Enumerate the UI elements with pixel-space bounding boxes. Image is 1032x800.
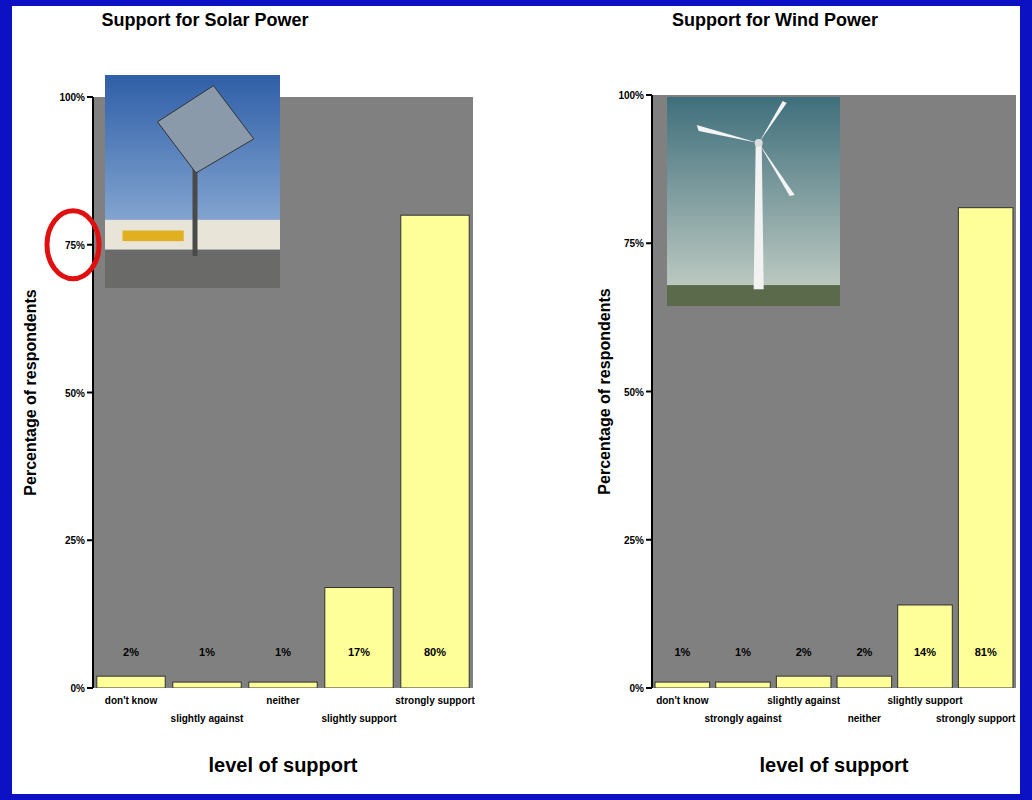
data-label: 14%: [914, 646, 936, 658]
bar: [776, 676, 831, 688]
data-label: 1%: [735, 646, 751, 658]
photo-panel: [158, 86, 254, 173]
data-label: 2%: [856, 646, 872, 658]
category-label: slightly support: [322, 713, 398, 724]
data-label: 1%: [199, 646, 215, 658]
y-tick: [646, 539, 652, 541]
chart: Support for Solar Power 0% 25% 50% 75% 100% 2%…: [22, 10, 475, 776]
data-label: 81%: [975, 646, 997, 658]
chart: Support for Wind Power 0% 25% 50% 75% 100% 1% 1…: [596, 10, 1016, 776]
photo-sky: [667, 97, 840, 306]
bar: [837, 676, 892, 688]
photo-tower: [754, 143, 764, 289]
y-axis-title: Percentage of respondents: [22, 289, 39, 495]
y-tick-label: 75%: [624, 238, 644, 249]
bar: [716, 682, 771, 688]
y-tick-label: 0%: [630, 683, 645, 694]
category-label: neither: [848, 713, 881, 724]
y-tick: [87, 244, 93, 246]
data-label: 2%: [796, 646, 812, 658]
category-label: strongly support: [936, 713, 1016, 724]
plot-area: [652, 95, 1016, 688]
bar: [401, 215, 469, 688]
y-tick-label: 50%: [65, 388, 85, 399]
data-label: 2%: [123, 646, 139, 658]
y-tick: [87, 392, 93, 394]
chart-title: Support for Solar Power: [101, 10, 308, 30]
category-label: strongly support: [395, 695, 475, 706]
photo-ground: [667, 285, 840, 306]
bar: [173, 682, 241, 688]
photo-sky: [105, 75, 280, 288]
y-tick: [646, 687, 652, 689]
photo-blade: [697, 125, 759, 143]
bar: [97, 676, 165, 688]
y-tick-label: 75%: [65, 240, 85, 251]
photo-hub: [755, 139, 763, 147]
category-label: neither: [266, 695, 299, 706]
category-label: don't know: [105, 695, 158, 706]
data-label: 17%: [348, 646, 370, 658]
photo-blade: [759, 143, 795, 196]
y-tick-label: 0%: [71, 683, 86, 694]
frame: [0, 0, 1032, 800]
category-label: slightly against: [767, 695, 840, 706]
y-tick-label: 25%: [624, 535, 644, 546]
y-tick: [87, 539, 93, 541]
y-tick: [646, 242, 652, 244]
data-label: 80%: [424, 646, 446, 658]
bar: [655, 682, 710, 688]
bars: [655, 208, 1013, 688]
y-tick: [646, 391, 652, 393]
bars: [97, 215, 469, 688]
y-axis-title: Percentage of respondents: [596, 288, 613, 494]
y-tick-label: 25%: [65, 535, 85, 546]
category-label: slightly support: [888, 695, 964, 706]
category-label: slightly against: [171, 713, 244, 724]
y-tick-label: 50%: [624, 387, 644, 398]
photo: [667, 97, 840, 306]
page: Support for Solar Power 0% 25% 50% 75% 100% 2%…: [0, 0, 1032, 800]
y-tick: [87, 687, 93, 689]
chart-title: Support for Wind Power: [672, 10, 878, 30]
bar: [249, 682, 317, 688]
highlight-circle: [47, 211, 99, 279]
y-tick-label: 100%: [59, 92, 85, 103]
photo-blade: [759, 101, 787, 143]
bar: [325, 588, 393, 688]
slide: [12, 6, 1020, 794]
data-label: 1%: [674, 646, 690, 658]
data-label: 1%: [275, 646, 291, 658]
y-tick: [646, 94, 652, 96]
photo: [105, 75, 280, 288]
x-axis-title: level of support: [760, 754, 909, 776]
x-axis-title: level of support: [209, 754, 358, 776]
bar: [958, 208, 1013, 688]
photo-sign: [123, 230, 184, 241]
bar: [898, 605, 953, 688]
category-label: don't know: [656, 695, 709, 706]
category-label: strongly against: [704, 713, 782, 724]
y-tick-label: 100%: [618, 90, 644, 101]
y-tick: [87, 96, 93, 98]
